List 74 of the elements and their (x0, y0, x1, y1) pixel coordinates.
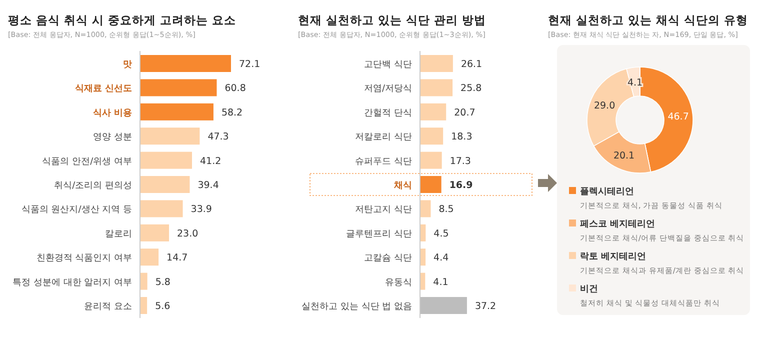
y-tick-label: 취식/조리의 편의성 (54, 181, 132, 191)
data-label: 58.2 (221, 107, 243, 118)
data-label: 5.6 (155, 301, 170, 312)
data-label: 8.5 (438, 204, 454, 216)
data-label: 60.8 (224, 83, 246, 94)
y-tick-label: 저탄고지 식단 (355, 205, 412, 216)
data-label: 25.8 (460, 83, 482, 94)
chart-title: 평소 음식 취식 시 중요하게 고려하는 요소 (8, 13, 236, 27)
data-label: 37.2 (474, 301, 496, 312)
bar (420, 176, 442, 193)
y-tick-label: 고단백 식단 (364, 60, 412, 70)
y-tick-label: 식사 비용 (92, 108, 132, 118)
y-tick-label: 저칼로리 식단 (355, 132, 412, 143)
data-label: 20.1 (613, 150, 635, 162)
data-label: 5.8 (155, 276, 170, 288)
bar (140, 152, 192, 169)
y-tick-label: 식재료 신선도 (74, 84, 132, 94)
y-tick-label: 저염/저당식 (364, 84, 412, 94)
data-label: 14.7 (166, 252, 188, 264)
data-label: 41.2 (200, 156, 222, 167)
legend-label: 플렉시테리언 (580, 187, 634, 197)
legend-label: 락토 베지테리언 (580, 252, 646, 262)
y-tick-label: 식품의 원산지/생산 지역 등 (21, 205, 132, 216)
y-tick-label: 영양 성분 (93, 132, 132, 143)
y-tick-label: 실천하고 있는 식단 법 없음 (302, 302, 412, 312)
bar (140, 55, 231, 72)
y-tick-label: 글루텐프리 식단 (346, 229, 412, 240)
y-tick-label: 친환경적 식품인지 여부 (36, 254, 132, 264)
bar (420, 200, 431, 218)
bar (420, 152, 442, 169)
y-tick-label: 유동식 (385, 278, 412, 288)
y-tick-label: 고칼슘 식단 (364, 254, 412, 264)
data-label: 4.4 (434, 252, 449, 264)
bar (140, 176, 190, 193)
data-label: 23.0 (177, 228, 198, 240)
data-label: 33.9 (190, 204, 212, 216)
y-tick-label: 윤리적 요소 (84, 302, 132, 312)
bar (140, 200, 183, 218)
data-label: 20.7 (454, 107, 476, 118)
data-label: 72.1 (238, 59, 260, 70)
bar (140, 79, 217, 96)
y-tick-label: 슈퍼푸드 식단 (355, 156, 412, 167)
chart-title: 현재 실천하고 있는 식단 관리 방법 (298, 13, 486, 27)
data-label: 46.7 (668, 112, 689, 123)
bar (140, 248, 159, 266)
y-tick-label: 식품의 안전/위생 여부 (42, 156, 132, 167)
bar (420, 103, 446, 120)
bar (140, 128, 200, 145)
bar (420, 248, 426, 266)
chart-title: 현재 실천하고 있는 채식 식단의 유형 (548, 13, 748, 27)
data-label: 16.9 (449, 180, 473, 191)
bar (420, 55, 453, 72)
data-label: 26.1 (460, 59, 482, 70)
y-tick-label: 맛 (123, 60, 132, 70)
bar (140, 272, 148, 290)
y-tick-label: 특정 성분에 대한 알러지 여부 (12, 278, 132, 288)
legend-label: 페스코 베지테리언 (580, 220, 656, 230)
y-tick-label: 채식 (393, 181, 412, 191)
data-label: 4.1 (433, 276, 448, 288)
bar (420, 297, 467, 314)
data-label: 39.4 (198, 180, 219, 191)
bar (420, 79, 453, 96)
data-label: 29.0 (594, 100, 616, 112)
bar (140, 297, 148, 314)
legend-label: 비건 (580, 284, 598, 294)
y-tick-label: 칼로리 (105, 229, 132, 240)
bar (140, 103, 214, 120)
y-tick-label: 간헐적 단식 (364, 108, 412, 118)
data-label: 17.3 (450, 156, 471, 167)
bar (420, 128, 444, 145)
data-label: 4.5 (434, 228, 449, 240)
data-label: 18.3 (451, 132, 472, 143)
bar (140, 224, 170, 242)
data-label: 47.3 (208, 132, 229, 143)
